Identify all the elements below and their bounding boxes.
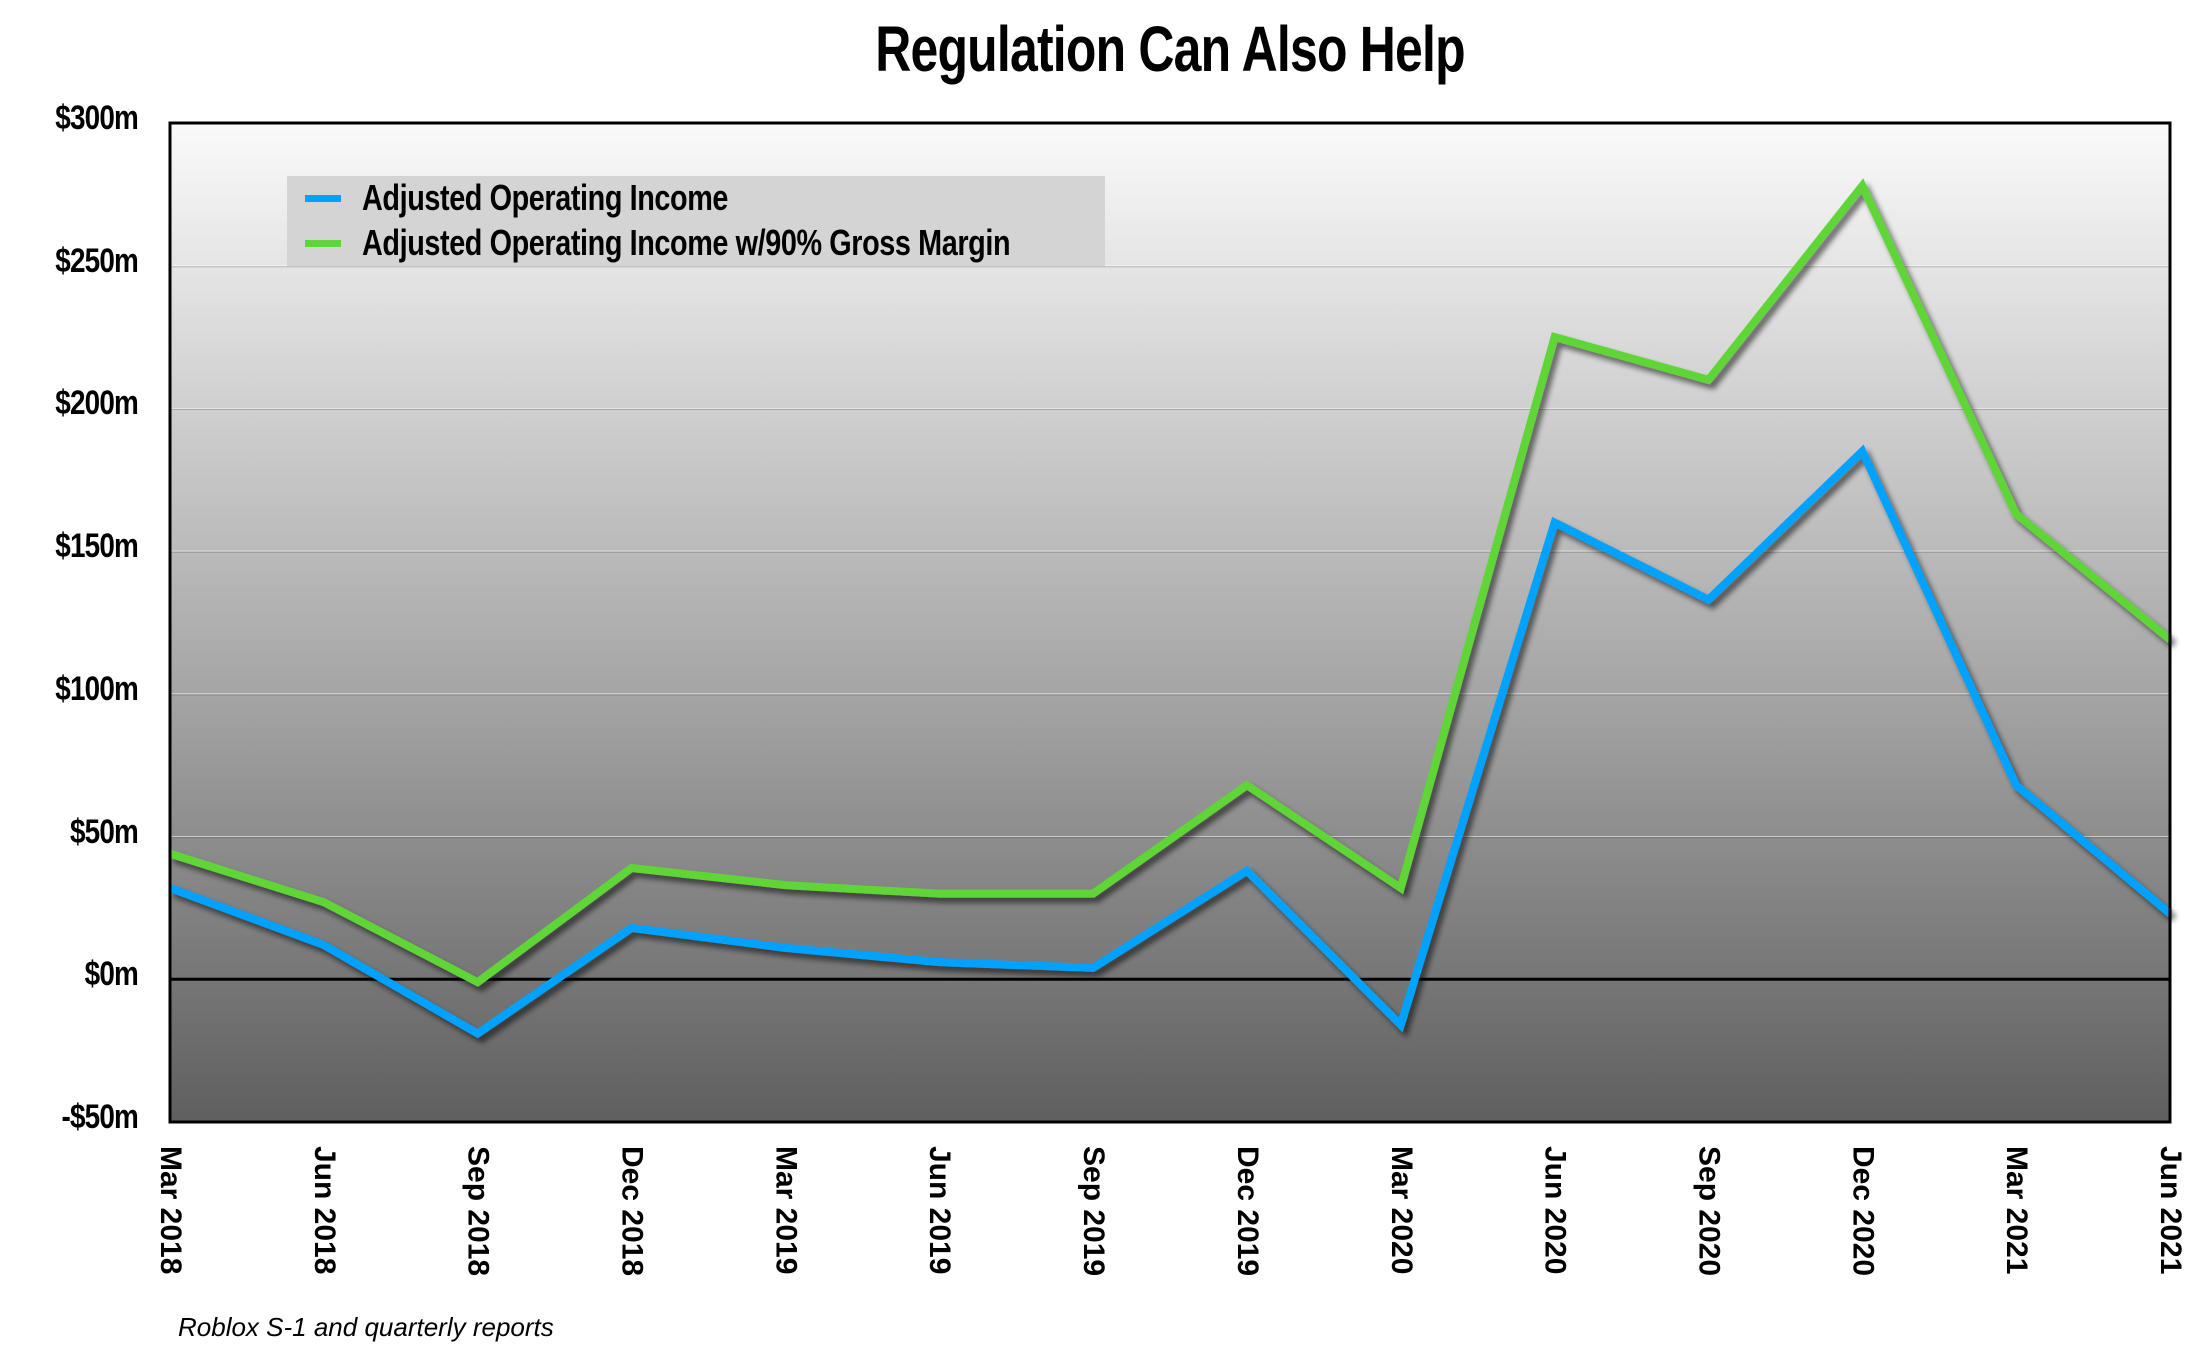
x-tick-label: Jun 2021	[2154, 1146, 2187, 1275]
x-tick-label: Sep 2020	[1692, 1146, 1726, 1277]
y-tick-label: $0m	[84, 955, 139, 994]
source-footnote: Roblox S-1 and quarterly reports	[178, 1312, 554, 1342]
y-tick-label: $250m	[55, 241, 139, 280]
x-tick-label: Mar 2018	[154, 1146, 187, 1275]
legend-label: Adjusted Operating Income w/90% Gross Ma…	[362, 222, 1011, 263]
x-tick-label: Mar 2020	[1384, 1146, 1418, 1275]
x-tick-label: Dec 2020	[1846, 1146, 1880, 1277]
plot-background	[170, 123, 2170, 1122]
x-tick-label: Mar 2021	[2000, 1146, 2034, 1275]
plot-border	[168, 121, 2172, 1124]
legend-label: Adjusted Operating Income	[362, 177, 729, 218]
x-tick-label: Jun 2018	[307, 1146, 341, 1275]
y-tick-label: $300m	[55, 99, 139, 137]
y-tick-label: $100m	[55, 669, 139, 708]
x-tick-label: Sep 2018	[461, 1146, 495, 1277]
legend: Adjusted Operating Income Adjusted Opera…	[287, 176, 1105, 266]
chart-title: Regulation Can Also Help	[875, 13, 1465, 85]
x-tick-label: Sep 2019	[1077, 1146, 1111, 1277]
x-tick-label: Jun 2019	[923, 1146, 957, 1275]
legend-swatch-green	[305, 239, 341, 247]
y-tick-label: $200m	[55, 384, 139, 423]
legend-swatch-blue	[305, 194, 341, 202]
x-tick-label: Jun 2020	[1538, 1146, 1572, 1275]
y-tick-label: $50m	[69, 812, 139, 851]
gridlines	[170, 265, 2170, 839]
y-tick-label: -$50m	[61, 1098, 139, 1136]
x-tick-label: Mar 2019	[769, 1146, 803, 1275]
series-line-adjusted-operating-income-90-gm	[168, 178, 2173, 987]
x-tick-label: Dec 2018	[615, 1146, 649, 1277]
series-line-adjusted-operating-income	[168, 444, 2173, 1039]
y-tick-label: $150m	[55, 527, 139, 566]
x-tick-label: Dec 2019	[1230, 1146, 1264, 1277]
series-lines	[168, 178, 2173, 1039]
